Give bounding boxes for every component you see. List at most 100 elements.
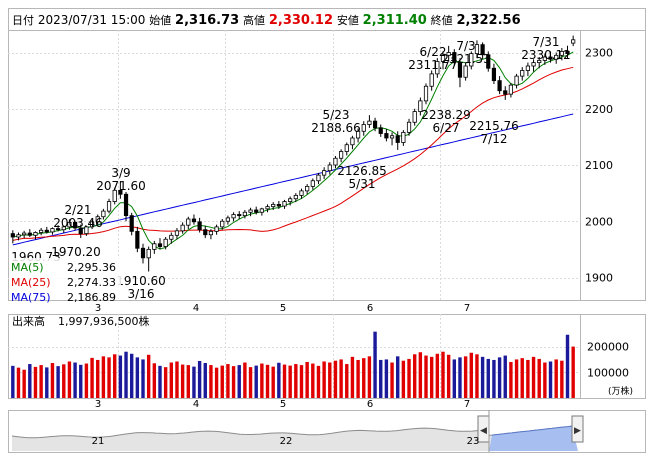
candle-body xyxy=(288,198,293,202)
navigator-right-handle[interactable]: ▶ xyxy=(571,415,584,443)
candle-body xyxy=(344,144,349,152)
candle-body xyxy=(84,226,89,235)
ohlc-header: 日付 2023/07/31 15:00 始値 2,316.73 高値 2,330… xyxy=(8,8,646,30)
volume-bar xyxy=(509,362,513,398)
candle-body xyxy=(469,53,474,67)
volume-bar xyxy=(135,357,140,398)
volume-bar xyxy=(492,359,496,398)
volume-bar xyxy=(520,358,524,398)
volume-month-label: 5 xyxy=(280,399,286,410)
candle-body xyxy=(129,215,134,232)
volume-bar xyxy=(203,363,207,398)
price-month-label: 6 xyxy=(367,303,373,314)
candle-body xyxy=(412,111,417,123)
candle-body xyxy=(254,209,259,213)
candle-body xyxy=(457,62,463,78)
volume-bar xyxy=(379,359,383,398)
candle-body xyxy=(197,221,202,231)
ma-legend-bg xyxy=(9,258,121,300)
candle-body xyxy=(497,80,502,92)
candle-body xyxy=(406,121,412,133)
moving-average-lines xyxy=(12,51,574,250)
candle-body xyxy=(565,50,570,55)
volume-bar xyxy=(107,357,111,398)
volume-unit-label: (万株) xyxy=(608,385,633,397)
volume-bar xyxy=(22,369,26,398)
volume-bar xyxy=(396,356,400,398)
price-month-label: 3 xyxy=(95,303,101,314)
volume-bar xyxy=(531,356,536,398)
volume-bar xyxy=(16,367,21,398)
candle-body xyxy=(503,90,508,95)
volume-bar xyxy=(248,367,253,398)
price-tick-label: 1900 xyxy=(585,272,613,285)
volume-bar xyxy=(220,365,224,398)
range-navigator[interactable]: ◀ ▶ 21 22 23 xyxy=(11,410,584,452)
navigator-right-handle-glyph: ▶ xyxy=(574,426,581,436)
price-month-label: 4 xyxy=(193,303,199,314)
price-annotation-label: 1910.60 xyxy=(116,274,166,288)
candlesticks xyxy=(10,35,576,272)
candle-body xyxy=(446,52,451,56)
price-annotation-label: 3/16 xyxy=(128,287,155,301)
candle-body xyxy=(429,73,434,87)
price-annotation-label: 3/9 xyxy=(111,166,130,180)
volume-bar xyxy=(412,354,417,398)
volume-month-label: 6 xyxy=(367,399,373,410)
volume-bar xyxy=(96,359,100,398)
volume-bar xyxy=(73,362,77,398)
candle-body xyxy=(22,232,27,236)
candle-body xyxy=(271,203,276,208)
volume-bar xyxy=(33,366,38,398)
candle-body xyxy=(423,85,429,102)
candle-body xyxy=(152,243,157,250)
candle-body xyxy=(106,201,112,212)
candle-body xyxy=(440,54,446,62)
candle-body xyxy=(174,230,180,236)
high-label: 高値 xyxy=(243,14,266,27)
navigator-selection-line xyxy=(491,425,573,436)
candle-body xyxy=(525,65,530,71)
volume-tick-label: 200000 xyxy=(587,341,629,354)
candle-body xyxy=(401,131,406,143)
ohlc-readout: 日付 2023/07/31 15:00 始値 2,316.73 高値 2,330… xyxy=(12,12,521,28)
high-value: 2,330.12 xyxy=(268,13,334,28)
volume-bar xyxy=(254,365,258,398)
navigator-area xyxy=(12,426,572,451)
volume-month-label: 4 xyxy=(193,399,199,410)
candle-body xyxy=(248,209,253,213)
candle-body xyxy=(208,230,214,236)
candle-body xyxy=(322,170,327,176)
candle-body xyxy=(231,214,236,219)
volume-bar xyxy=(39,365,43,398)
ma5-line xyxy=(12,51,574,250)
volume-bar xyxy=(175,361,179,398)
volume-bar xyxy=(356,359,360,398)
candle-body xyxy=(378,127,383,134)
navigator-left-handle[interactable]: ◀ xyxy=(477,415,490,443)
price-annotation-label: 2238.29 xyxy=(421,108,471,122)
price-annotation-label: 7/3 xyxy=(456,39,475,53)
candle-body xyxy=(480,44,485,56)
candle-body xyxy=(333,157,338,166)
volume-bar xyxy=(503,355,507,398)
volume-bar xyxy=(418,352,423,398)
volume-bar xyxy=(186,365,190,398)
volume-bar xyxy=(316,365,321,398)
candle-body xyxy=(395,135,400,143)
candle-body xyxy=(384,133,389,139)
ma-legend-value: 2,295.36 xyxy=(67,261,116,274)
candle-body xyxy=(56,228,61,231)
volume-bar xyxy=(169,362,174,398)
open-value: 2,316.73 xyxy=(175,13,240,28)
candle-body xyxy=(452,52,457,64)
volume-bar xyxy=(146,354,151,398)
date-value: 2023/07/31 15:00 xyxy=(37,13,146,27)
candle-body xyxy=(463,65,468,78)
volume-bar xyxy=(192,366,196,398)
candle-body xyxy=(72,221,78,229)
volume-bar xyxy=(554,359,558,398)
candle-body xyxy=(367,120,372,125)
candle-body xyxy=(542,56,547,61)
volume-bar xyxy=(84,363,89,398)
